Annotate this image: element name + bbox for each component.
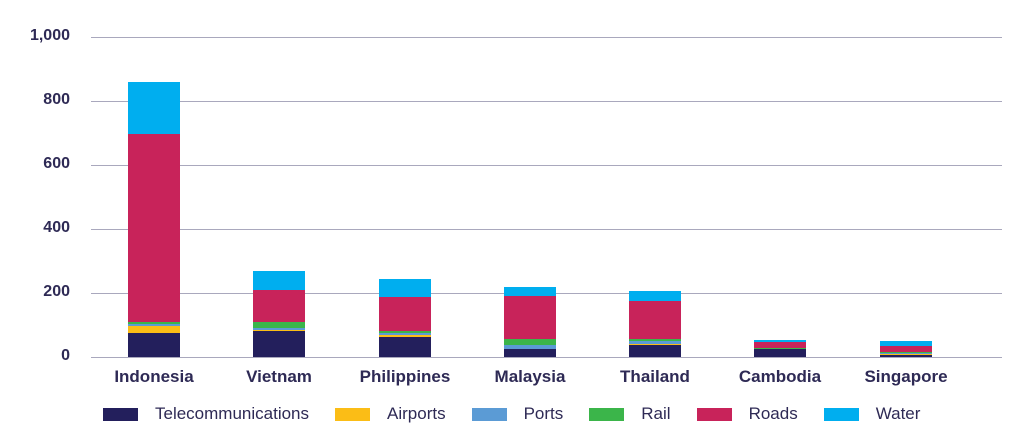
legend-swatch [696, 407, 732, 421]
legend-item-telecommunications: Telecommunications [103, 404, 309, 424]
y-tick-label: 0 [61, 347, 70, 364]
legend-swatch [335, 407, 371, 421]
x-tick-label: Malaysia [494, 367, 566, 386]
segment-rail [504, 339, 556, 345]
segment-telecommunications [504, 348, 556, 357]
x-tick-label: Singapore [864, 367, 948, 386]
segment-ports [880, 352, 932, 354]
y-tick-label: 800 [43, 91, 70, 108]
segment-airports [880, 353, 932, 356]
segment-roads [754, 341, 806, 349]
segment-rail [128, 321, 180, 325]
segment-water [754, 340, 806, 342]
segment-ports [504, 344, 556, 349]
bar-malaysia [504, 286, 556, 357]
legend-label: Water [875, 404, 921, 423]
segment-water [253, 270, 305, 291]
segment-airports [629, 343, 681, 345]
legend-swatch [823, 407, 859, 421]
legend-label: Airports [387, 404, 446, 423]
bar-thailand [629, 291, 681, 357]
segment-telecommunications [629, 344, 681, 357]
legend-label: Ports [523, 404, 564, 423]
bar-indonesia [128, 82, 180, 357]
y-tick-label: 1,000 [29, 27, 70, 44]
segment-telecommunications [253, 331, 305, 357]
segment-water [379, 278, 431, 298]
segment-airports [128, 325, 180, 333]
segment-roads [880, 346, 932, 353]
gridline [91, 357, 1002, 358]
gridline [91, 37, 1002, 38]
bar-singapore [880, 341, 932, 357]
bar-vietnam [253, 270, 305, 357]
y-tick-label: 200 [43, 283, 70, 300]
segment-water [128, 82, 180, 134]
segment-telecommunications [379, 336, 431, 357]
segment-water [504, 286, 556, 296]
segment-roads [253, 290, 305, 323]
gridline [91, 101, 1002, 102]
x-tick-label: Indonesia [114, 367, 194, 386]
y-tick-label: 600 [43, 155, 70, 172]
x-tick-label: Philippines [359, 367, 451, 386]
gridline [91, 165, 1002, 166]
segment-water [629, 291, 681, 301]
segment-roads [629, 301, 681, 340]
segment-roads [504, 295, 556, 340]
legend-label: Roads [748, 404, 798, 423]
segment-ports [629, 341, 681, 344]
segment-ports [128, 324, 180, 326]
segment-roads [128, 133, 180, 322]
legend-item-ports: Ports [471, 404, 564, 424]
segment-rail [629, 339, 681, 341]
x-tick-label: Cambodia [738, 367, 822, 386]
legend-item-water: Water [823, 404, 921, 424]
legend-swatch [471, 407, 507, 421]
y-tick-label: 400 [43, 219, 70, 236]
legend-swatch [103, 407, 138, 421]
legend-item-roads: Roads [696, 404, 798, 424]
segment-ports [379, 333, 431, 335]
segment-rail [253, 322, 305, 328]
segment-rail [379, 331, 431, 333]
x-tick-label: Vietnam [246, 367, 312, 386]
x-tick-label: Thailand [620, 367, 690, 386]
legend: Telecommunications Airports Ports Rail Roads… [103, 404, 946, 424]
legend-item-rail: Rail [589, 404, 671, 424]
bar-cambodia [754, 340, 806, 357]
legend-label: Telecommunications [155, 404, 310, 423]
segment-ports [253, 327, 305, 331]
segment-telecommunications [128, 332, 180, 357]
segment-airports [253, 330, 305, 332]
segment-water [880, 341, 932, 347]
bar-philippines [379, 278, 431, 357]
segment-airports [379, 334, 431, 337]
legend-item-airports: Airports [335, 404, 446, 424]
legend-swatch [589, 407, 625, 421]
segment-roads [379, 297, 431, 332]
segment-rail [880, 352, 932, 353]
legend-label: Rail [641, 404, 671, 423]
segment-telecommunications [880, 355, 932, 357]
segment-telecommunications [754, 348, 806, 357]
gridline [91, 229, 1002, 230]
segment-rail [754, 348, 806, 349]
